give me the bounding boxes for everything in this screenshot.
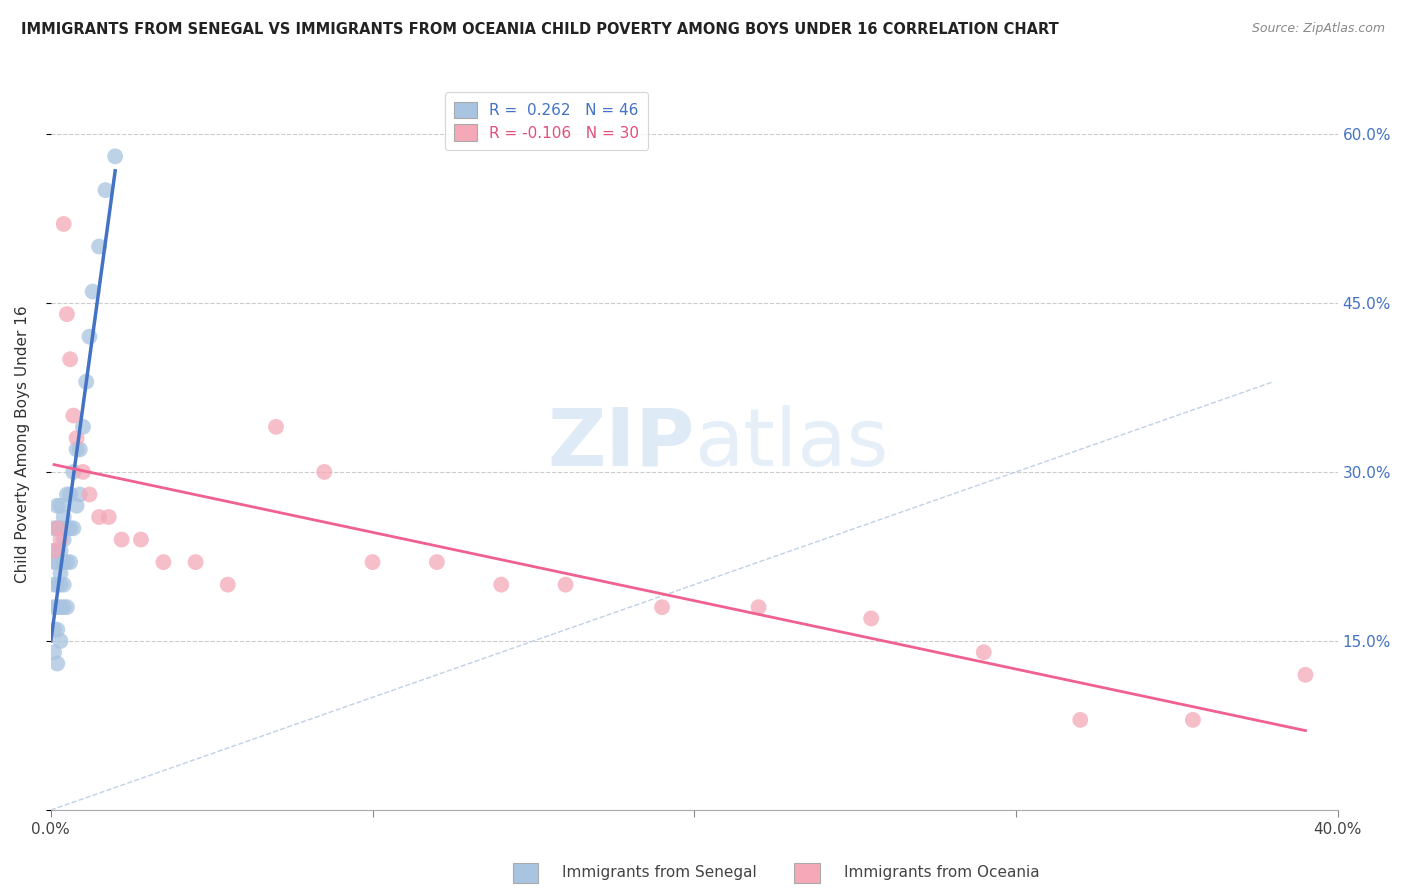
Point	[72, 465, 94, 479]
Point	[42, 645, 65, 659]
Point	[110, 533, 132, 547]
Text: Immigrants from Senegal: Immigrants from Senegal	[562, 865, 758, 880]
Point	[52, 217, 75, 231]
Point	[152, 555, 174, 569]
Point	[87, 510, 110, 524]
Point	[56, 600, 79, 615]
Point	[49, 634, 72, 648]
Point	[1294, 668, 1316, 682]
Legend: R =  0.262   N = 46, R = -0.106   N = 30: R = 0.262 N = 46, R = -0.106 N = 30	[444, 93, 648, 150]
Point	[56, 555, 79, 569]
Point	[129, 533, 152, 547]
Point	[42, 623, 65, 637]
Point	[104, 149, 127, 163]
Point	[62, 465, 84, 479]
Y-axis label: Child Poverty Among Boys Under 16: Child Poverty Among Boys Under 16	[15, 305, 30, 582]
Point	[49, 521, 72, 535]
Point	[42, 577, 65, 591]
Point	[42, 555, 65, 569]
Point	[49, 600, 72, 615]
Point	[62, 409, 84, 423]
Point	[52, 533, 75, 547]
Point	[46, 555, 69, 569]
Point	[46, 521, 69, 535]
Point	[46, 623, 69, 637]
Point	[46, 521, 69, 535]
Point	[69, 487, 91, 501]
Point	[49, 544, 72, 558]
Point	[49, 499, 72, 513]
Point	[59, 555, 82, 569]
Point	[82, 285, 104, 299]
Point	[651, 600, 673, 615]
Text: Immigrants from Oceania: Immigrants from Oceania	[844, 865, 1039, 880]
Point	[52, 555, 75, 569]
Point	[56, 521, 79, 535]
Point	[748, 600, 770, 615]
Point	[264, 420, 287, 434]
Point	[56, 307, 79, 321]
Point	[59, 352, 82, 367]
Point	[75, 375, 97, 389]
Point	[1069, 713, 1091, 727]
Point	[49, 533, 72, 547]
Point	[554, 577, 576, 591]
Point	[49, 566, 72, 581]
Point	[52, 577, 75, 591]
Point	[1181, 713, 1204, 727]
Point	[361, 555, 384, 569]
Text: IMMIGRANTS FROM SENEGAL VS IMMIGRANTS FROM OCEANIA CHILD POVERTY AMONG BOYS UNDE: IMMIGRANTS FROM SENEGAL VS IMMIGRANTS FR…	[21, 22, 1059, 37]
Point	[489, 577, 512, 591]
Text: Source: ZipAtlas.com: Source: ZipAtlas.com	[1251, 22, 1385, 36]
Point	[860, 611, 883, 625]
Point	[79, 487, 101, 501]
Point	[49, 577, 72, 591]
Point	[72, 420, 94, 434]
Point	[42, 544, 65, 558]
Point	[59, 521, 82, 535]
Point	[52, 510, 75, 524]
Point	[217, 577, 239, 591]
Point	[184, 555, 207, 569]
Point	[52, 600, 75, 615]
Point	[59, 487, 82, 501]
Point	[426, 555, 449, 569]
Point	[46, 657, 69, 671]
Point	[314, 465, 336, 479]
Point	[42, 521, 65, 535]
Point	[97, 510, 120, 524]
Point	[94, 183, 117, 197]
Point	[65, 442, 87, 457]
Text: atlas: atlas	[695, 405, 889, 483]
Point	[973, 645, 995, 659]
Point	[62, 521, 84, 535]
Point	[65, 499, 87, 513]
Point	[56, 487, 79, 501]
Point	[87, 239, 110, 253]
Point	[46, 577, 69, 591]
Point	[42, 600, 65, 615]
Point	[46, 499, 69, 513]
Point	[69, 442, 91, 457]
Text: ZIP: ZIP	[547, 405, 695, 483]
Point	[65, 431, 87, 445]
Point	[42, 544, 65, 558]
Point	[46, 600, 69, 615]
Point	[79, 329, 101, 343]
